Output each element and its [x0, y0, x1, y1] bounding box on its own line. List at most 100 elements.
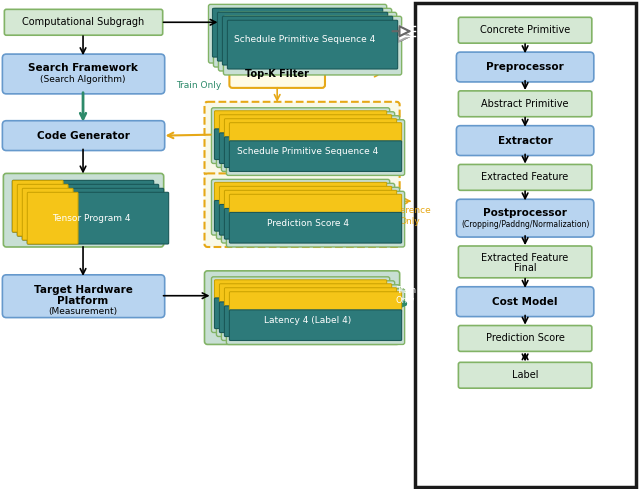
FancyBboxPatch shape	[458, 17, 592, 43]
FancyBboxPatch shape	[223, 16, 402, 75]
FancyBboxPatch shape	[227, 289, 404, 344]
Text: Tensor Program 4: Tensor Program 4	[52, 214, 131, 222]
FancyBboxPatch shape	[227, 191, 404, 247]
FancyBboxPatch shape	[17, 184, 68, 236]
FancyBboxPatch shape	[458, 165, 592, 190]
FancyBboxPatch shape	[211, 108, 390, 164]
FancyBboxPatch shape	[214, 298, 387, 329]
FancyBboxPatch shape	[216, 183, 395, 239]
FancyBboxPatch shape	[205, 102, 399, 175]
FancyBboxPatch shape	[456, 52, 594, 82]
FancyBboxPatch shape	[205, 271, 399, 344]
FancyBboxPatch shape	[225, 119, 397, 139]
FancyBboxPatch shape	[456, 287, 594, 317]
Text: Computational Subgragh: Computational Subgragh	[22, 17, 144, 27]
FancyBboxPatch shape	[28, 192, 78, 244]
FancyBboxPatch shape	[225, 306, 397, 337]
FancyBboxPatch shape	[225, 190, 397, 210]
Text: Code Generator: Code Generator	[36, 131, 129, 141]
FancyBboxPatch shape	[17, 184, 159, 236]
FancyBboxPatch shape	[218, 12, 397, 71]
FancyBboxPatch shape	[229, 195, 402, 215]
Text: Extracted Feature: Extracted Feature	[481, 172, 569, 182]
Text: Top-K Filter: Top-K Filter	[245, 69, 309, 79]
FancyBboxPatch shape	[28, 192, 169, 244]
Text: Schedule Primitive Sequence 4: Schedule Primitive Sequence 4	[234, 35, 376, 44]
Text: Prediction Score 4: Prediction Score 4	[267, 219, 349, 228]
Text: Postprocessor: Postprocessor	[483, 208, 567, 218]
FancyBboxPatch shape	[12, 180, 154, 232]
FancyBboxPatch shape	[225, 288, 397, 308]
FancyBboxPatch shape	[229, 292, 402, 312]
Text: Cost Model: Cost Model	[492, 296, 558, 307]
Text: Final: Final	[514, 263, 536, 273]
FancyBboxPatch shape	[3, 275, 164, 318]
FancyBboxPatch shape	[216, 112, 395, 168]
Text: Extractor: Extractor	[498, 136, 552, 146]
Bar	[415, 3, 636, 487]
FancyBboxPatch shape	[227, 20, 397, 69]
FancyBboxPatch shape	[223, 16, 393, 65]
FancyBboxPatch shape	[458, 362, 592, 388]
FancyBboxPatch shape	[214, 8, 392, 67]
Text: Concrete Primitive: Concrete Primitive	[480, 25, 570, 35]
FancyBboxPatch shape	[22, 188, 73, 240]
FancyBboxPatch shape	[220, 302, 392, 333]
FancyBboxPatch shape	[221, 187, 399, 243]
FancyBboxPatch shape	[225, 208, 397, 239]
FancyBboxPatch shape	[214, 200, 387, 231]
FancyBboxPatch shape	[211, 277, 390, 333]
FancyBboxPatch shape	[458, 91, 592, 117]
FancyBboxPatch shape	[205, 173, 399, 247]
Text: Search Framework: Search Framework	[28, 63, 138, 73]
FancyBboxPatch shape	[4, 9, 163, 35]
Text: Extracted Feature: Extracted Feature	[481, 253, 569, 263]
FancyBboxPatch shape	[227, 120, 404, 175]
FancyBboxPatch shape	[216, 281, 395, 337]
FancyBboxPatch shape	[229, 213, 402, 243]
FancyBboxPatch shape	[214, 111, 387, 131]
FancyBboxPatch shape	[458, 246, 592, 278]
FancyBboxPatch shape	[229, 141, 402, 172]
FancyBboxPatch shape	[3, 121, 164, 150]
FancyBboxPatch shape	[229, 122, 402, 143]
FancyBboxPatch shape	[220, 133, 392, 164]
FancyBboxPatch shape	[456, 199, 594, 237]
Text: Train Only: Train Only	[175, 81, 221, 91]
FancyBboxPatch shape	[220, 284, 392, 304]
FancyBboxPatch shape	[229, 310, 402, 341]
FancyBboxPatch shape	[229, 60, 325, 88]
Text: Train
Only: Train Only	[396, 286, 416, 305]
Text: Inference Only: Inference Only	[252, 50, 318, 60]
FancyBboxPatch shape	[221, 116, 399, 172]
Text: Inference
Only: Inference Only	[388, 206, 431, 226]
FancyBboxPatch shape	[214, 182, 387, 202]
FancyBboxPatch shape	[220, 115, 392, 135]
Text: (Search Algorithm): (Search Algorithm)	[40, 75, 126, 84]
FancyBboxPatch shape	[214, 280, 387, 300]
Text: Platform: Platform	[58, 295, 109, 306]
FancyBboxPatch shape	[3, 54, 164, 94]
Text: Preprocessor: Preprocessor	[486, 62, 564, 72]
FancyBboxPatch shape	[225, 137, 397, 168]
FancyBboxPatch shape	[209, 4, 387, 63]
Text: Schedule Primitive Sequence 4: Schedule Primitive Sequence 4	[237, 147, 379, 156]
FancyBboxPatch shape	[220, 204, 392, 235]
Text: Target Hardware: Target Hardware	[33, 285, 132, 295]
Text: (Measurement): (Measurement)	[49, 307, 118, 316]
FancyBboxPatch shape	[221, 285, 399, 341]
FancyBboxPatch shape	[212, 8, 383, 57]
FancyBboxPatch shape	[214, 129, 387, 160]
Text: Prediction Score: Prediction Score	[486, 334, 564, 343]
FancyBboxPatch shape	[220, 186, 392, 206]
FancyBboxPatch shape	[12, 180, 63, 232]
FancyBboxPatch shape	[218, 12, 388, 61]
FancyBboxPatch shape	[22, 188, 164, 240]
FancyBboxPatch shape	[211, 179, 390, 235]
Text: (Cropping/Paddng/Normalization): (Cropping/Paddng/Normalization)	[461, 220, 589, 229]
FancyBboxPatch shape	[458, 325, 592, 351]
Text: Abstract Primitive: Abstract Primitive	[481, 99, 569, 109]
Text: Latency 4 (Label 4): Latency 4 (Label 4)	[264, 317, 351, 325]
Text: Label: Label	[512, 370, 538, 380]
FancyBboxPatch shape	[3, 173, 164, 247]
